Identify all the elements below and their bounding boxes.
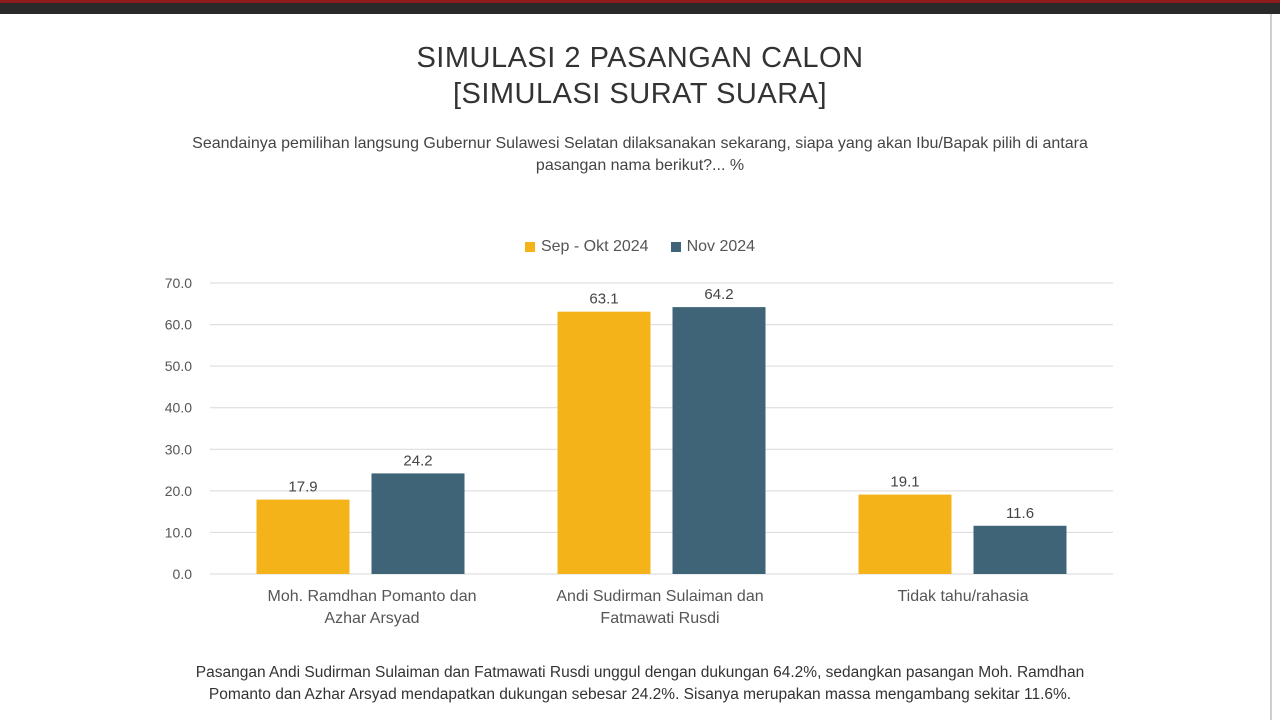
y-tick-label-5: 50.0	[165, 358, 192, 374]
category-label-3: Tidak tahu/rahasia	[813, 586, 1113, 608]
category-label-1-line1: Moh. Ramdhan Pomanto dan	[267, 588, 477, 605]
data-label-series2-cat3: 11.6	[1006, 505, 1034, 522]
bar-series2-cat1	[371, 473, 465, 574]
bar-series2-cat3	[973, 525, 1067, 574]
data-label-series1-cat3: 19.1	[890, 474, 919, 491]
category-label-1-line2: Azhar Arsyad	[324, 610, 420, 627]
y-tick-label-0: 0.0	[173, 566, 193, 582]
top-bar	[0, 0, 1280, 14]
chart-title-line2: [SIMULASI SURAT SUARA]	[452, 78, 828, 110]
category-label-2-line1: Andi Sudirman Sulaiman dan	[556, 588, 764, 605]
y-tick-label-7: 70.0	[165, 275, 192, 291]
legend-label-series2: Nov 2024	[686, 238, 756, 255]
bar-series1-cat2	[557, 311, 651, 574]
data-label-series2-cat1: 24.2	[403, 452, 432, 469]
right-frame-line	[1270, 14, 1272, 720]
question-line1: Seandainya pemilihan langsung Gubernur S…	[192, 135, 1088, 152]
bar-series2-cat2	[672, 307, 766, 574]
y-tick-label-1: 10.0	[165, 524, 192, 540]
category-label-3-line1: Tidak tahu/rahasia	[897, 588, 1029, 605]
chart-title-line1: SIMULASI 2 PASANGAN CALON	[416, 42, 864, 74]
footnote-line2: Pomanto dan Azhar Arsyad mendapatkan duk…	[208, 686, 1072, 703]
footnote-line1: Pasangan Andi Sudirman Sulaiman dan Fatm…	[195, 664, 1085, 681]
legend-label-series1: Sep - Okt 2024	[540, 238, 649, 255]
category-label-2: Andi Sudirman Sulaiman dan Fatmawati Rus…	[510, 586, 810, 630]
bar-series1-cat1	[256, 499, 350, 574]
data-label-series1-cat1: 17.9	[288, 479, 317, 496]
category-label-1: Moh. Ramdhan Pomanto dan Azhar Arsyad	[222, 586, 522, 630]
legend-swatch-series2	[670, 242, 681, 252]
top-bar-accent	[0, 0, 1280, 3]
category-label-2-line2: Fatmawati Rusdi	[600, 610, 720, 627]
y-tick-label-4: 40.0	[165, 400, 192, 416]
data-label-series1-cat2: 63.1	[589, 291, 618, 308]
chart-legend: Sep - Okt 2024 Nov 2024	[0, 238, 1280, 256]
y-tick-label-6: 60.0	[165, 317, 192, 333]
legend-swatch-series1	[524, 242, 535, 252]
y-tick-label-3: 30.0	[165, 441, 192, 457]
legend-item-series1: Sep - Okt 2024	[524, 238, 649, 256]
bar-series1-cat3	[858, 494, 952, 574]
data-label-series2-cat2: 64.2	[704, 286, 733, 303]
question-line2: pasangan nama berikut?... %	[535, 157, 745, 174]
legend-item-series2: Nov 2024	[670, 238, 756, 256]
y-tick-label-2: 20.0	[165, 483, 192, 499]
